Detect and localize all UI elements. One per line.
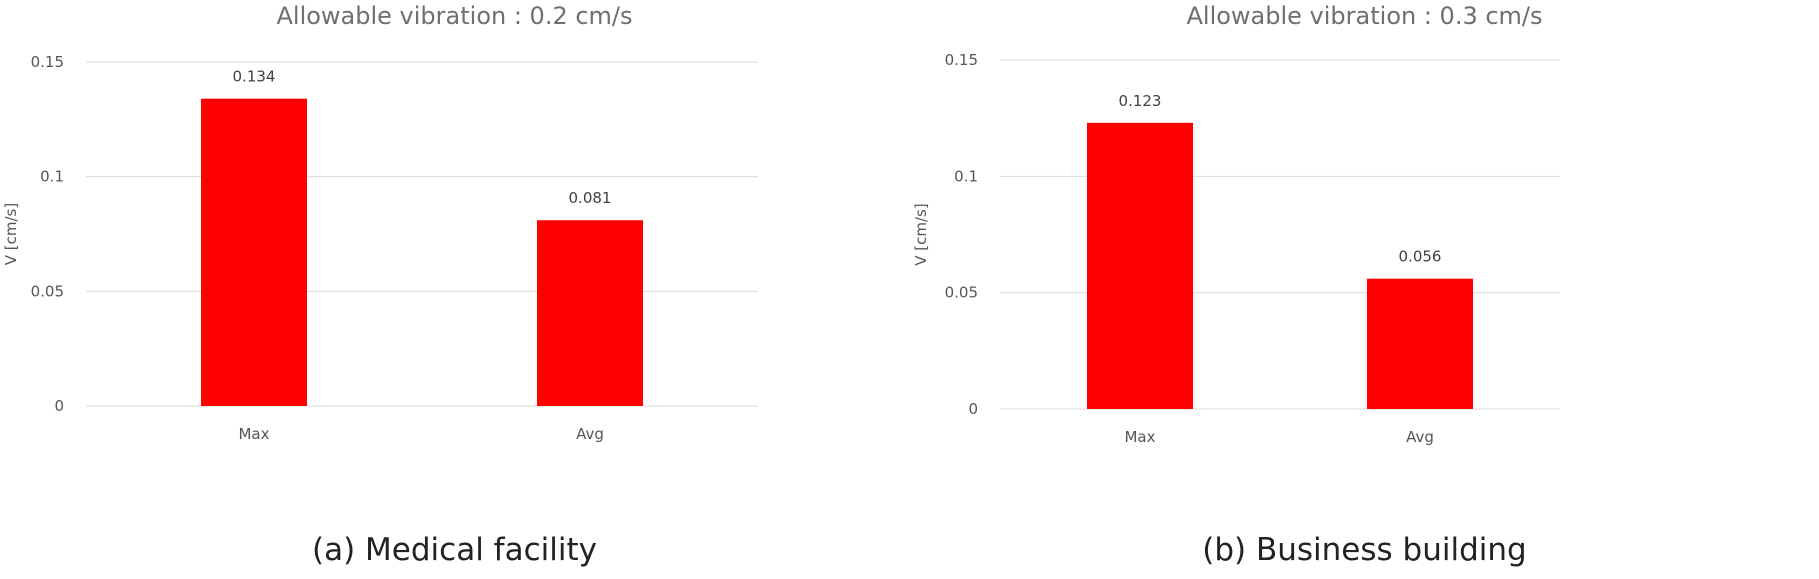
bar-max <box>1087 122 1193 409</box>
chart-title: Allowable vibration : 0.2 cm/s <box>276 2 633 30</box>
bar-max <box>201 98 307 407</box>
data-label: 0.056 <box>1399 248 1442 266</box>
chart-panel-a: Allowable vibration : 0.2 cm/s 0 0.05 0.1 0… <box>0 0 909 579</box>
y-tick-label: 0.15 <box>945 51 978 69</box>
bar-avg <box>1367 278 1473 409</box>
chart-panel-b: Allowable vibration : 0.3 cm/s 0 0.05 0.1 0… <box>910 0 1819 579</box>
y-tick-label: 0.1 <box>40 168 64 186</box>
y-tick-label: 0.1 <box>954 167 978 185</box>
data-label: 0.081 <box>569 189 612 207</box>
y-tick-label: 0 <box>968 400 978 418</box>
data-label: 0.134 <box>233 68 276 86</box>
y-tick-label: 0.15 <box>31 53 64 71</box>
figure-caption: (a) Medical facility <box>312 532 597 568</box>
y-tick-label: 0 <box>54 397 64 415</box>
figure-caption: (b) Business building <box>1202 532 1527 568</box>
x-tick-label: Avg <box>576 425 604 443</box>
y-axis-label: V [cm/s] <box>912 203 930 265</box>
bar-avg <box>537 220 643 406</box>
bar-chart: 0 0.05 0.1 0.15 V [cm/s] 0.134 Max 0.081 Avg <box>2 53 758 443</box>
y-tick-label: 0.05 <box>945 284 978 302</box>
y-tick-label: 0.05 <box>31 282 64 300</box>
y-axis-label: V [cm/s] <box>2 203 20 265</box>
x-tick-label: Max <box>1124 428 1155 446</box>
data-label: 0.123 <box>1119 92 1162 110</box>
x-tick-label: Max <box>238 425 269 443</box>
x-tick-label: Avg <box>1406 428 1434 446</box>
chart-title: Allowable vibration : 0.3 cm/s <box>1186 2 1543 30</box>
bar-chart: 0 0.05 0.1 0.15 V [cm/s] 0.123 Max 0.056 Avg <box>912 51 1560 446</box>
